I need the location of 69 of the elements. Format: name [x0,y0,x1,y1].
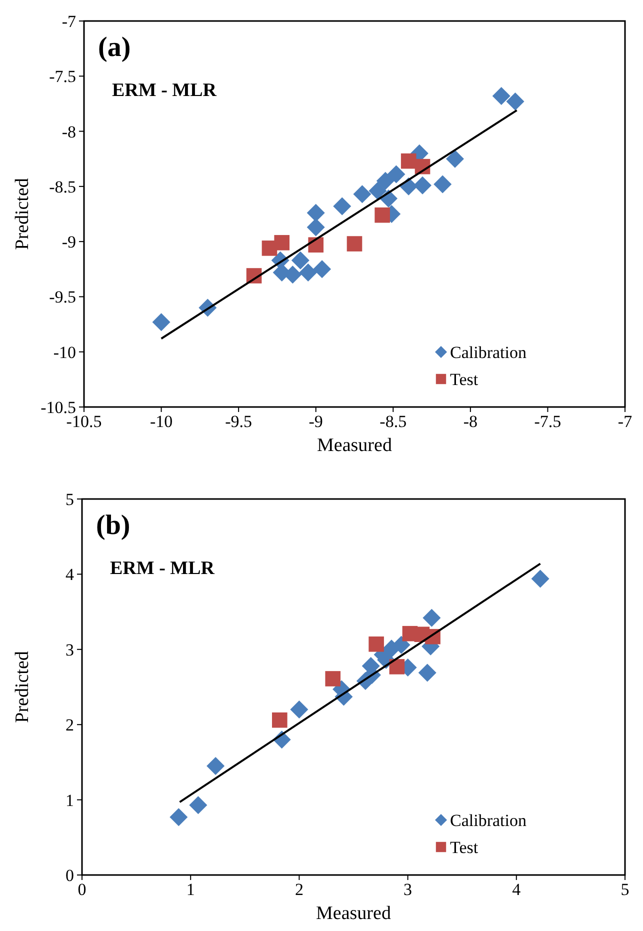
point [531,570,550,588]
point [306,218,325,236]
y-tick-label: -8.5 [49,177,76,196]
point [299,263,318,282]
x-tick-label: -7 [618,412,633,431]
x-tick-label: 5 [620,880,630,899]
y-tick-label: 1 [66,790,74,810]
legend-label: Calibration [450,811,527,830]
x-tick-label: 4 [512,880,522,899]
x-tick-label: -7.5 [534,412,562,431]
y-tick-label: 3 [66,640,74,660]
point [272,712,288,728]
y-tick-label: -8 [62,122,76,142]
point [325,671,341,686]
x-tick-label: -9 [308,412,323,431]
point [400,153,416,169]
point [346,236,362,252]
point [446,150,464,168]
point [368,636,384,652]
point [152,313,170,332]
point [374,207,390,223]
y-tick-label: -9.5 [49,288,76,307]
y-tick-label: 2 [66,716,74,735]
legend-label: Calibration [450,343,527,362]
point [333,197,352,216]
y-tick-label: 0 [66,866,74,885]
y-tick-label: 4 [66,565,74,584]
point [170,808,188,826]
point [414,176,432,194]
x-tick-label: 1 [186,880,195,899]
point [506,92,524,111]
x-tick-label: -8.5 [380,412,407,431]
point [434,175,452,194]
point [492,86,510,105]
text: ERM - MLR [110,558,215,579]
x-tick-label: 3 [404,880,412,899]
point [313,260,332,278]
point [306,204,325,222]
point [368,182,387,200]
y-tick-label: -7.5 [49,67,76,86]
y-tick-label: -9 [62,232,76,252]
chart-title: (b) [96,510,130,541]
y-axis-title: Predicted [12,178,33,250]
point [418,664,436,682]
x-tick-label: -9.5 [225,412,252,431]
point [189,796,208,814]
point [422,608,441,627]
y-axis-title: Predicted [12,650,33,723]
legend-label: Test [450,370,478,389]
point [206,756,225,775]
point [291,251,310,270]
y-tick-label: -10 [53,342,76,362]
x-tick-label: -8 [463,412,478,431]
x-tick-label: 2 [294,880,304,899]
x-axis-title: Measured [317,435,392,456]
legend-label: Test [450,838,478,857]
point [387,165,406,184]
point [389,659,405,674]
y-tick-label: 5 [66,490,74,509]
y-tick-label: -10.5 [40,398,76,417]
chart-title: (a) [98,32,131,63]
y-tick-label: -7 [62,12,76,31]
x-axis-title: Measured [316,903,392,924]
point [290,700,308,719]
point [274,235,290,250]
point [376,172,394,190]
point [353,185,372,204]
x-tick-label: -10 [150,412,173,431]
text: ERM - MLR [112,80,217,101]
